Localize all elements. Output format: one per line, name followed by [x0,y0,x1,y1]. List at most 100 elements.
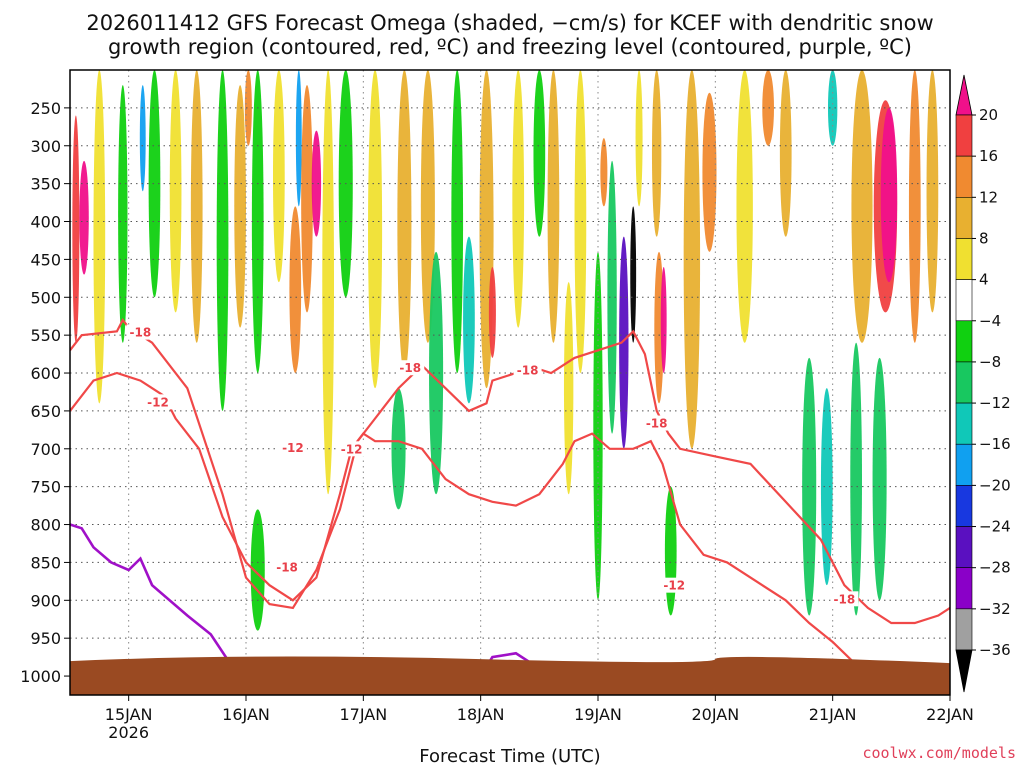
colorbar-swatch-6 [955,320,973,363]
contour-label-0: -18 [130,326,152,340]
colorbar-swatch-8 [955,402,973,445]
contour-label-bg-8 [660,577,689,593]
colorbar-label-4: 4 [979,271,989,289]
x-tick-label-3: 18JAN [457,705,505,724]
omega-band-3 [118,85,128,343]
y-tick-label-3: 400 [30,213,61,232]
omega-band-14 [295,70,302,207]
omega-band-7 [190,70,203,343]
contour-label-3: -18 [276,560,298,574]
omega-band-8 [216,70,229,411]
contour-label-bg-7 [642,415,671,431]
contour-label-4: -18 [399,361,421,375]
contour-label-bg-1 [144,394,172,410]
colorbar-swatch-4 [955,238,973,280]
colorbar-label-13: −36 [979,641,1011,659]
contour-labels: -18 -12 -12 -18 -18 -18 -12 -18 -12 -18 [126,324,859,607]
colorbar-label-5: −4 [979,312,1001,330]
omega-band-9 [234,85,246,328]
freezing-level-contour-0 [70,523,242,685]
omega-band-20 [368,70,383,389]
omega-band-50 [820,388,833,586]
x-tick-label-4: 19JAN [574,705,622,724]
contour-label-bg-0 [126,324,155,340]
colorbar-label-9: −20 [979,476,1011,494]
contour-label-bg-6 [337,441,366,457]
omega-band-16 [301,85,313,313]
terrain-surface [70,656,950,695]
omega-band-41 [660,266,667,374]
contour-label-bg-5 [513,362,542,378]
contour-label-5: -18 [517,364,539,378]
colorbar-swatch-9 [955,443,973,486]
omega-band-5 [148,70,161,298]
colorbar-swatch-10 [955,485,973,527]
dgz-contour-1 [70,371,950,674]
x-tick-label-5: 20JAN [691,705,739,724]
omega-band-39 [635,70,643,207]
omega-band-23 [420,70,435,343]
contour-label-7: -18 [646,417,668,431]
omega-shading [72,70,939,631]
omega-band-28 [488,266,496,358]
contour-label-8: -12 [663,579,685,593]
omega-band-42 [651,70,662,237]
x-tick-label-1: 16JAN [222,705,270,724]
y-tick-label-10: 750 [30,478,61,497]
y-tick-label-8: 650 [30,402,61,421]
y-tick-label-12: 850 [30,553,61,572]
x-tick-label-0: 15JAN [105,705,153,724]
omega-band-22 [397,70,412,374]
omega-band-48 [779,70,792,237]
colorbar-label-6: −8 [979,353,1001,371]
terrain [70,656,950,695]
omega-band-25 [451,70,464,374]
y-tick-label-11: 800 [30,516,61,535]
y-tick-label-4: 450 [30,250,61,269]
contour-label-bg-9 [830,591,859,607]
colorbar-swatch-5 [955,279,973,322]
colorbar-label-10: −24 [979,518,1011,536]
credit-text[interactable]: coolwx.com/models [862,744,1016,762]
omega-band-2 [93,70,106,404]
colorbar-label-12: −32 [979,600,1011,618]
colorbar-label-3: 8 [979,229,989,247]
omega-band-35 [600,138,608,207]
colorbar-swatch-0 [955,74,973,116]
omega-band-31 [547,70,560,343]
colorbar-label-7: −12 [979,394,1011,412]
omega-band-10 [244,70,252,146]
omega-band-36 [607,160,617,434]
colorbar-swatch-11 [955,526,973,568]
y-axis: 250 300 350 400 450 500 550 600 650 700 750 800 850 9… [20,99,70,686]
omega-band-24 [429,251,444,495]
y-tick-label-5: 500 [30,288,61,307]
omega-band-53 [851,70,873,343]
omega-band-29 [512,70,525,328]
y-tick-label-1: 300 [30,137,61,156]
y-tick-label-14: 950 [30,629,61,648]
omega-band-26 [463,236,475,404]
colorbar-label-2: 12 [979,188,998,206]
chart-title-line-2: growth region (contoured, red, ºC) and f… [108,35,912,59]
contour-label-bg-3 [273,559,302,575]
omega-band-54 [872,357,887,601]
omega-band-13 [272,70,285,283]
colorbar-swatch-1 [955,114,973,157]
omega-band-45 [702,92,717,252]
omega-band-18 [322,70,334,495]
plot-background [70,70,950,695]
plot-frame [69,69,951,696]
y-tick-label-0: 250 [30,99,61,118]
contour-label-bg-2 [278,439,307,455]
colorbar-label-1: 16 [979,147,998,165]
omega-band-56 [880,107,898,283]
omega-band-51 [827,70,838,146]
y-tick-label-6: 550 [30,326,61,345]
colorbar-swatch-2 [955,155,973,198]
colorbar-swatch-12 [955,567,973,610]
omega-band-49 [802,357,817,616]
colorbar-label-11: −28 [979,559,1011,577]
omega-band-6 [169,70,182,313]
